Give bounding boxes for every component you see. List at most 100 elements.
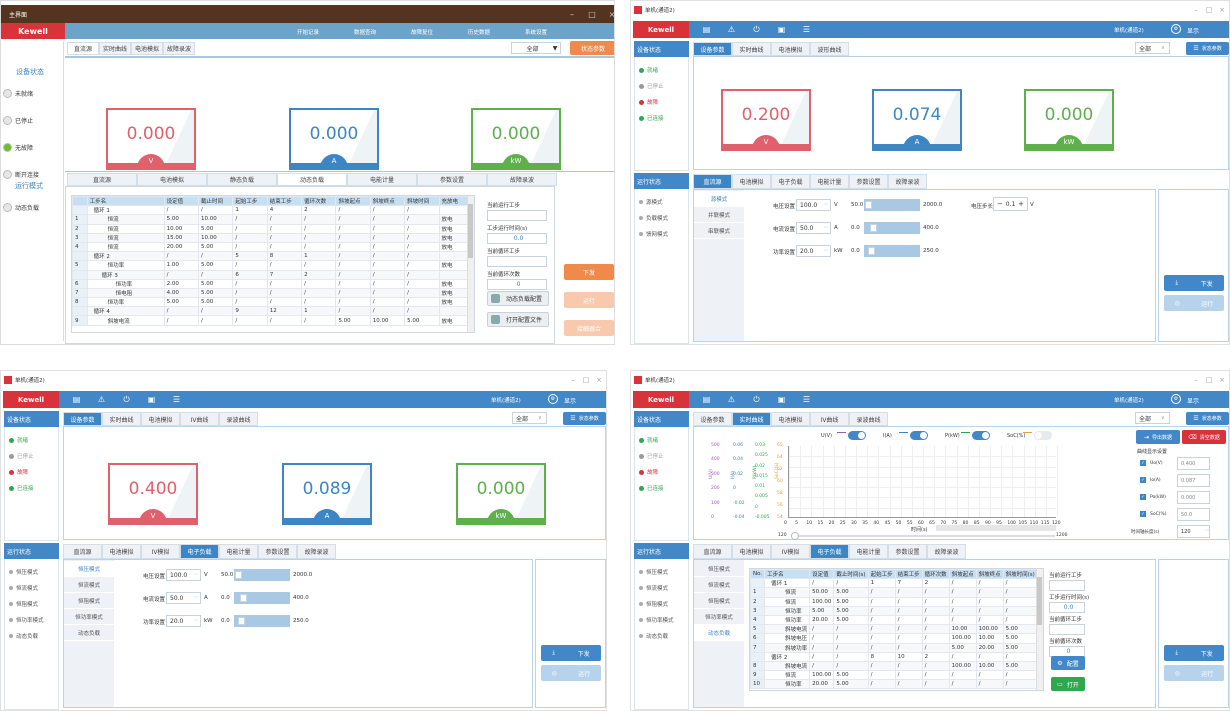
tab-1[interactable]: 实时曲线 bbox=[732, 412, 771, 426]
power-icon[interactable]: ⏻ bbox=[753, 394, 760, 404]
range-slider[interactable] bbox=[234, 615, 290, 627]
bottom-tab-1[interactable]: 电池模拟 bbox=[102, 544, 141, 559]
range-slider[interactable] bbox=[864, 222, 920, 234]
slider-handle[interactable] bbox=[868, 247, 875, 255]
table-row[interactable]: 3 恒流 15.00 10.00// / / / / 放电 bbox=[72, 232, 474, 243]
tab-0[interactable]: 设备参数 bbox=[63, 412, 102, 426]
bottom-tab-4[interactable]: 参数设置 bbox=[849, 174, 888, 189]
slider-thumb[interactable] bbox=[791, 532, 799, 540]
close-icon[interactable]: × bbox=[608, 9, 615, 19]
document-icon[interactable]: ▤ bbox=[72, 395, 81, 404]
action-button-1[interactable]: ◎ 运行 bbox=[1164, 295, 1224, 311]
table-scroll-thumb[interactable] bbox=[1037, 577, 1042, 626]
subnav-item-0[interactable]: 恒压模式 bbox=[64, 561, 114, 577]
column-header[interactable]: 斜坡时间(s) bbox=[1002, 569, 1038, 580]
subnav-item-2[interactable]: 串联模式 bbox=[694, 223, 744, 239]
warning-icon[interactable]: ⚠ bbox=[97, 395, 106, 404]
channel-select[interactable]: 全部 ∨ bbox=[1135, 42, 1170, 54]
maximize-icon[interactable]: □ bbox=[582, 376, 590, 384]
bottom-tab-3[interactable]: 电子负载 bbox=[180, 544, 219, 559]
subnav-item-3[interactable]: 恒功率模式 bbox=[694, 609, 744, 625]
table-row[interactable]: 循环 2//8 10 2// / bbox=[750, 651, 1043, 662]
table-row[interactable]: 循环 2//5 8 1// / bbox=[72, 251, 474, 262]
run-mode-item[interactable]: 恒功率模式 bbox=[639, 616, 674, 624]
display-settings-icon[interactable]: ⚙ bbox=[548, 394, 558, 404]
bottom-tab-4[interactable]: 电能计量 bbox=[849, 544, 888, 559]
bottom-tab-0[interactable]: 直流源 bbox=[693, 174, 732, 189]
tab-0[interactable]: 设备参数 bbox=[693, 42, 732, 56]
table-row[interactable]: 1 恒流 5.00 10.00// / / / / 放电 bbox=[72, 214, 474, 225]
setpoint-spinbox[interactable]: 20.0 ˄˅ bbox=[166, 615, 201, 627]
table-row[interactable]: 6 恒功率 2.00 5.00// / / / / 放电 bbox=[72, 278, 474, 289]
run-mode-item[interactable]: 动态负载 bbox=[3, 203, 39, 212]
status-params-button[interactable]: ☰ 状态参数 bbox=[563, 412, 606, 425]
nav-item[interactable]: 故障复位 bbox=[411, 30, 434, 36]
table-row[interactable]: 4 恒流 20.00 5.00// / / / / 放电 bbox=[72, 241, 474, 253]
run-mode-item[interactable]: 恒功率模式 bbox=[9, 616, 44, 624]
setpoint-spinbox[interactable]: 100.0 ˄˅ bbox=[166, 569, 201, 581]
tab-2[interactable]: 电池模拟 bbox=[131, 42, 163, 55]
column-header[interactable]: No. bbox=[750, 569, 766, 580]
table-row[interactable]: 循环 1//1 4 2// / bbox=[72, 205, 474, 216]
tab-4[interactable]: 录波曲线 bbox=[849, 412, 888, 426]
save-icon[interactable]: ▣ bbox=[777, 25, 786, 34]
maximize-icon[interactable]: □ bbox=[1205, 376, 1213, 384]
run-mode-item[interactable]: 恒压模式 bbox=[9, 568, 38, 576]
subnav-item-1[interactable]: 恒流模式 bbox=[64, 577, 114, 593]
readout-field[interactable]: 0.0 bbox=[487, 233, 547, 244]
column-header[interactable]: 工步名 bbox=[764, 569, 811, 580]
tab-2[interactable]: 电池模拟 bbox=[771, 412, 810, 426]
bottom-tab-3[interactable]: 电子负载 bbox=[810, 544, 849, 559]
maximize-icon[interactable]: □ bbox=[1205, 6, 1213, 14]
bottom-tab-3[interactable]: 动态负载 bbox=[277, 173, 347, 186]
column-header[interactable]: 截止时间 bbox=[197, 196, 234, 207]
run-mode-item[interactable]: 负载模式 bbox=[639, 214, 668, 222]
column-header[interactable]: 截止时间(s) bbox=[833, 569, 869, 580]
checkbox-checked-icon[interactable]: ✓ bbox=[1140, 460, 1146, 466]
slider-handle[interactable] bbox=[870, 224, 877, 232]
plus-icon[interactable]: + bbox=[1018, 200, 1024, 208]
bottom-tab-0[interactable]: 直流源 bbox=[693, 544, 732, 559]
tab-1[interactable]: 实时曲线 bbox=[102, 412, 141, 426]
warning-icon[interactable]: ⚠ bbox=[727, 395, 736, 404]
close-icon[interactable]: × bbox=[596, 376, 602, 384]
tab-0[interactable]: 设备参数 bbox=[693, 412, 732, 426]
setpoint-spinbox[interactable]: 50.0 ˄˅ bbox=[166, 592, 201, 604]
setpoint-spinbox[interactable]: 100.0 ˄˅ bbox=[796, 199, 831, 211]
display-settings-icon[interactable]: ⚙ bbox=[1171, 394, 1181, 404]
column-header[interactable]: 设定值 bbox=[163, 196, 200, 207]
tab-3[interactable]: IV曲线 bbox=[180, 412, 219, 426]
run-mode-item[interactable]: 恒阻模式 bbox=[639, 600, 668, 608]
readout-field[interactable] bbox=[1049, 580, 1085, 591]
bottom-tab-2[interactable]: 电子负载 bbox=[771, 174, 810, 189]
table-scrollbar[interactable] bbox=[467, 196, 474, 332]
range-slider[interactable] bbox=[864, 199, 920, 211]
close-icon[interactable]: × bbox=[1219, 376, 1225, 384]
subnav-item-0[interactable]: 恒压模式 bbox=[694, 561, 744, 577]
column-header[interactable]: 工步名 bbox=[86, 196, 165, 207]
minimize-icon[interactable]: – bbox=[571, 376, 575, 384]
column-header[interactable]: 结束工步 bbox=[266, 196, 303, 207]
run-mode-item[interactable]: 恒流模式 bbox=[9, 584, 38, 592]
status-params-button[interactable]: ☰ 状态参数 bbox=[1186, 42, 1229, 55]
bottom-tab-0[interactable]: 直流源 bbox=[63, 544, 102, 559]
status-params-button[interactable]: ☰ 状态参数 bbox=[1186, 412, 1229, 425]
readout-field[interactable]: 0 bbox=[487, 279, 547, 290]
checkbox-checked-icon[interactable]: ✓ bbox=[1140, 511, 1146, 517]
export-data-button[interactable]: ⇥ 导出数据 bbox=[1136, 430, 1180, 444]
checkbox-checked-icon[interactable]: ✓ bbox=[1140, 494, 1146, 500]
channel-select[interactable]: 全部 ∨ bbox=[512, 412, 547, 424]
run-mode-item[interactable]: 恒流模式 bbox=[639, 584, 668, 592]
minimize-icon[interactable]: – bbox=[1194, 6, 1198, 14]
channel-select[interactable]: 全部 ▼ bbox=[511, 42, 561, 54]
series-toggle-switch[interactable] bbox=[910, 431, 928, 440]
column-header[interactable] bbox=[72, 196, 88, 207]
table-row[interactable]: 循环 4//9 12 1// / bbox=[72, 306, 474, 317]
status-params-button[interactable]: 状态参数 bbox=[570, 41, 614, 55]
bottom-tab-6[interactable]: 故障录波 bbox=[297, 544, 336, 559]
tab-0[interactable]: 直流源 bbox=[67, 42, 99, 55]
